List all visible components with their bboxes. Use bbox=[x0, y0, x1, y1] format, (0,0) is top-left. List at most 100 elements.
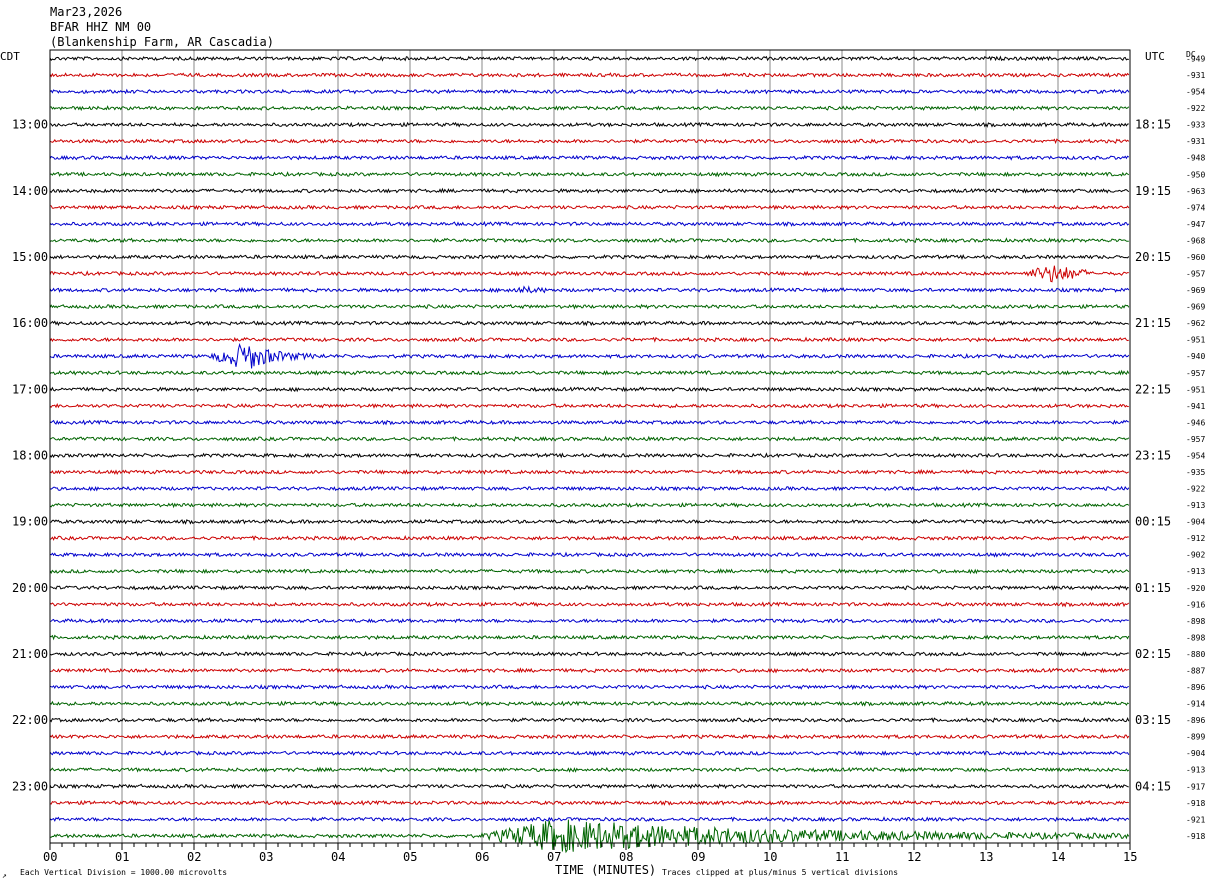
dc-offset-label: -949 bbox=[1186, 55, 1205, 64]
header-station: (Blankenship Farm, AR Cascadia) bbox=[50, 35, 274, 49]
trace-36 bbox=[49, 634, 1130, 641]
dc-offset-label: -916 bbox=[1186, 600, 1205, 609]
trace-44 bbox=[49, 766, 1130, 773]
right-hour-label: 18:15 bbox=[1135, 118, 1171, 132]
right-hour-label: 19:15 bbox=[1135, 184, 1171, 198]
dc-offset-label: -918 bbox=[1186, 799, 1205, 808]
trace-2 bbox=[49, 71, 1130, 78]
dc-offset-label: -913 bbox=[1186, 766, 1205, 775]
trace-38 bbox=[49, 667, 1129, 674]
dc-offset-label: -931 bbox=[1186, 71, 1205, 80]
x-axis-title: TIME (MINUTES) bbox=[555, 863, 656, 877]
dc-offset-label: -896 bbox=[1186, 683, 1205, 692]
x-tick-label: 10 bbox=[763, 850, 777, 864]
dc-offset-label: -962 bbox=[1186, 319, 1205, 328]
dc-offset-label: -902 bbox=[1186, 551, 1205, 560]
dc-offset-label: -904 bbox=[1186, 518, 1205, 527]
x-tick-label: 13 bbox=[979, 850, 993, 864]
trace-11 bbox=[49, 220, 1130, 227]
trace-34 bbox=[49, 601, 1130, 608]
left-hour-label: 13:00 bbox=[12, 118, 48, 132]
trace-5 bbox=[49, 121, 1129, 128]
dc-offset-label: -935 bbox=[1186, 468, 1205, 477]
right-hour-label: 04:15 bbox=[1135, 779, 1171, 793]
dc-offset-label: -920 bbox=[1186, 584, 1205, 593]
scale-note: Each Vertical Division = 1000.00 microvo… bbox=[20, 868, 227, 877]
trace-16 bbox=[49, 303, 1130, 310]
trace-43 bbox=[49, 749, 1130, 757]
trace-26 bbox=[49, 468, 1129, 475]
trace-20 bbox=[49, 369, 1130, 376]
trace-12 bbox=[49, 237, 1129, 244]
x-tick-label: 12 bbox=[907, 850, 921, 864]
dc-offset-label: -969 bbox=[1186, 286, 1205, 295]
trace-14 bbox=[49, 265, 1129, 283]
trace-6 bbox=[49, 138, 1130, 145]
trace-46 bbox=[49, 799, 1129, 806]
left-hour-label: 22:00 bbox=[12, 713, 48, 727]
left-hour-label: 18:00 bbox=[12, 448, 48, 462]
dc-offset-label: -969 bbox=[1186, 303, 1205, 312]
trace-3 bbox=[49, 88, 1130, 95]
trace-7 bbox=[49, 154, 1130, 161]
grid-lines bbox=[121, 50, 1059, 843]
axis-labels: 13:00 14:00 15:00 16:00 17:00 18:00 19:00 20:00… bbox=[12, 55, 1205, 865]
right-hour-label: 02:15 bbox=[1135, 647, 1171, 661]
dc-offset-label: -960 bbox=[1186, 253, 1205, 262]
trace-37 bbox=[49, 650, 1129, 657]
left-hour-label: 19:00 bbox=[12, 515, 48, 529]
trace-22 bbox=[49, 402, 1129, 409]
dc-offset-label: -963 bbox=[1186, 187, 1205, 196]
x-tick-label: 11 bbox=[835, 850, 849, 864]
dc-offset-label: -957 bbox=[1186, 435, 1205, 444]
dc-offset-label: -946 bbox=[1186, 418, 1205, 427]
dc-offset-label: -921 bbox=[1186, 815, 1205, 824]
dc-offset-label: -896 bbox=[1186, 716, 1205, 725]
left-hour-label: 14:00 bbox=[12, 184, 48, 198]
plot-frame bbox=[49, 49, 1131, 844]
dc-offset-label: -913 bbox=[1186, 501, 1205, 510]
left-timezone: CDT bbox=[0, 50, 20, 63]
dc-offset-label: -880 bbox=[1186, 650, 1205, 659]
trace-41 bbox=[49, 716, 1130, 724]
dc-offset-label: -931 bbox=[1186, 137, 1205, 146]
corner-mark: ↗ bbox=[2, 871, 7, 880]
left-hour-label: 15:00 bbox=[12, 250, 48, 264]
trace-13 bbox=[49, 253, 1130, 261]
right-hour-label: 23:15 bbox=[1135, 448, 1171, 462]
dc-offset-label: -968 bbox=[1186, 236, 1205, 245]
trace-9 bbox=[49, 187, 1130, 194]
x-tick-label: 15 bbox=[1123, 850, 1137, 864]
right-timezone: UTC bbox=[1145, 50, 1165, 63]
dc-offset-label: -957 bbox=[1186, 369, 1205, 378]
dc-offset-label: -912 bbox=[1186, 534, 1205, 543]
trace-18 bbox=[49, 336, 1129, 343]
x-tick-label: 04 bbox=[331, 850, 345, 864]
right-hour-label: 20:15 bbox=[1135, 250, 1171, 264]
dc-offset-label: -954 bbox=[1186, 451, 1205, 460]
trace-17 bbox=[49, 320, 1130, 327]
clip-note: Traces clipped at plus/minus 5 vertical … bbox=[662, 868, 898, 877]
dc-offset-label: -941 bbox=[1186, 402, 1205, 411]
dc-offset-label: -974 bbox=[1186, 203, 1205, 212]
x-tick-label: 14 bbox=[1051, 850, 1065, 864]
dc-offset-label: -922 bbox=[1186, 104, 1205, 113]
trace-23 bbox=[49, 419, 1129, 426]
trace-32 bbox=[49, 568, 1130, 575]
trace-15 bbox=[49, 285, 1130, 294]
dc-offset-label: -917 bbox=[1186, 782, 1205, 791]
trace-35 bbox=[49, 618, 1129, 624]
left-hour-label: 21:00 bbox=[12, 647, 48, 661]
trace-4 bbox=[49, 105, 1130, 112]
trace-31 bbox=[49, 551, 1129, 558]
trace-39 bbox=[49, 684, 1129, 691]
trace-10 bbox=[49, 204, 1130, 211]
right-hour-label: 22:15 bbox=[1135, 382, 1171, 396]
trace-21 bbox=[49, 386, 1130, 393]
left-hour-label: 20:00 bbox=[12, 581, 48, 595]
trace-45 bbox=[49, 783, 1129, 790]
trace-27 bbox=[49, 485, 1130, 492]
dc-offset-label: -913 bbox=[1186, 567, 1205, 576]
trace-24 bbox=[49, 435, 1130, 442]
